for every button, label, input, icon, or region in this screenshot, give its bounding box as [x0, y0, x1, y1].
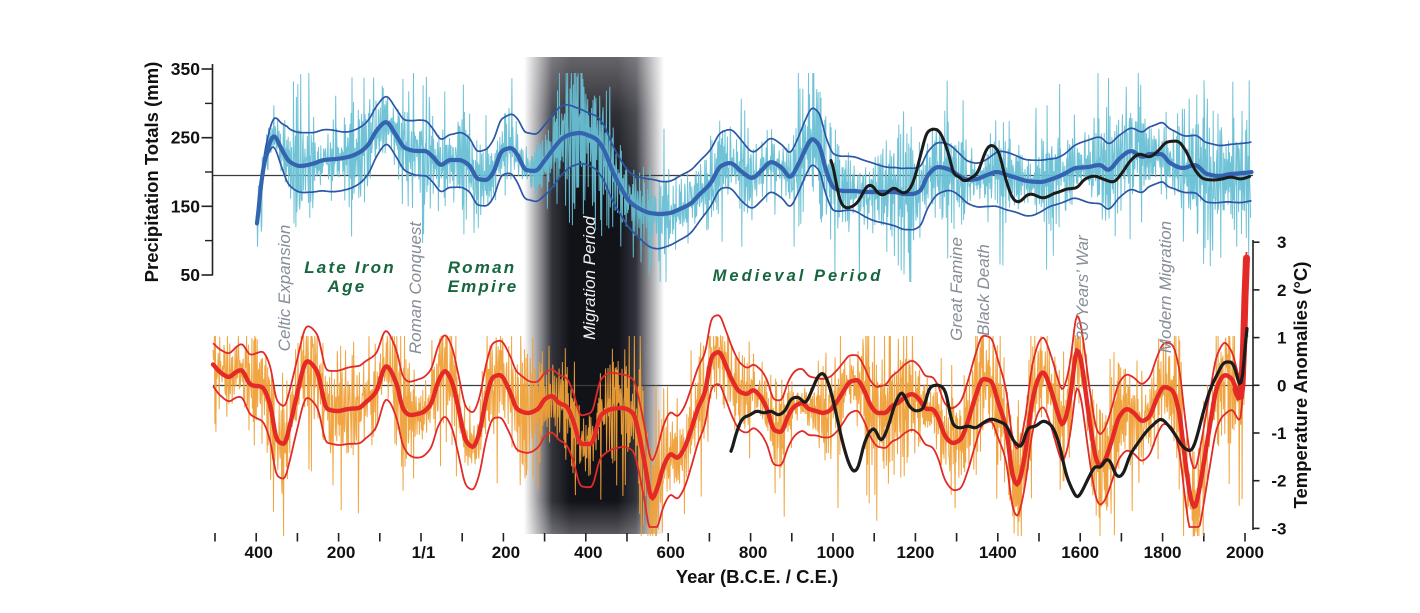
svg-text:200: 200 [327, 543, 355, 562]
svg-text:200: 200 [492, 543, 520, 562]
svg-text:1: 1 [1277, 329, 1286, 348]
svg-text:Roman: Roman [448, 258, 517, 277]
svg-text:400: 400 [245, 543, 273, 562]
svg-text:800: 800 [739, 543, 767, 562]
svg-text:350: 350 [171, 59, 200, 79]
svg-text:Empire: Empire [448, 277, 519, 296]
svg-text:1800: 1800 [1144, 543, 1182, 562]
svg-text:Black Death: Black Death [974, 244, 993, 336]
svg-text:-3: -3 [1271, 519, 1286, 538]
svg-text:30 Years’ War: 30 Years’ War [1073, 234, 1092, 341]
svg-text:-1: -1 [1271, 424, 1286, 443]
svg-text:2: 2 [1277, 281, 1286, 300]
svg-text:2000: 2000 [1226, 543, 1264, 562]
svg-text:1200: 1200 [896, 543, 934, 562]
svg-text:Modern Migration: Modern Migration [1156, 221, 1175, 353]
svg-text:150: 150 [171, 196, 200, 216]
svg-text:Migration Period: Migration Period [580, 216, 599, 340]
svg-text:-2: -2 [1271, 472, 1286, 491]
svg-text:600: 600 [657, 543, 685, 562]
svg-text:1400: 1400 [979, 543, 1017, 562]
svg-text:250: 250 [171, 128, 200, 148]
svg-text:50: 50 [181, 265, 201, 285]
svg-text:1000: 1000 [817, 543, 855, 562]
svg-text:Temperature Anomalies (°C): Temperature Anomalies (°C) [1290, 262, 1311, 509]
svg-text:0: 0 [1277, 376, 1286, 395]
svg-text:1600: 1600 [1061, 543, 1099, 562]
svg-text:Precipitation Totals (mm): Precipitation Totals (mm) [141, 62, 162, 283]
svg-text:400: 400 [574, 543, 602, 562]
svg-text:Great Famine: Great Famine [947, 237, 966, 341]
svg-text:3: 3 [1277, 233, 1286, 252]
svg-text:Celtic Expansion: Celtic Expansion [275, 225, 294, 352]
svg-text:1/1: 1/1 [412, 543, 436, 562]
svg-text:Medieval Period: Medieval Period [713, 267, 884, 285]
svg-text:Year (B.C.E. / C.E.): Year (B.C.E. / C.E.) [676, 566, 838, 587]
svg-text:Roman Conquest: Roman Conquest [406, 221, 425, 355]
svg-text:Age: Age [327, 277, 367, 296]
svg-text:Late Iron: Late Iron [304, 258, 396, 277]
